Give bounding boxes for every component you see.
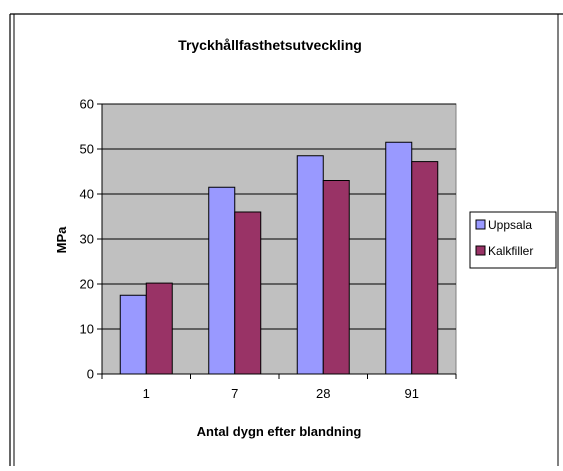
legend: Uppsala Kalkfiller xyxy=(469,211,557,269)
x-tick-label: 28 xyxy=(316,386,330,401)
y-tick-label: 20 xyxy=(80,277,94,292)
x-tick-label: 7 xyxy=(231,386,238,401)
bar-kalkfiller-91 xyxy=(411,161,439,375)
legend-label-uppsala: Uppsala xyxy=(488,218,532,232)
x-axis-title: Antal dygn efter blandning xyxy=(197,424,362,439)
chart-title: Tryckhållfasthetsutveckling xyxy=(178,37,362,53)
x-axis-ticks: 1 7 28 91 xyxy=(101,374,457,401)
y-axis-ticks: 0 10 20 30 40 50 60 xyxy=(80,97,102,382)
y-axis-title: MPa xyxy=(54,226,69,254)
bar-uppsala-7 xyxy=(208,186,236,375)
y-tick-label: 50 xyxy=(80,142,94,157)
bar-kalkfiller-28 xyxy=(322,180,350,375)
x-tick-label: 1 xyxy=(143,386,150,401)
bar-kalkfiller-7 xyxy=(234,211,262,375)
y-tick-label: 10 xyxy=(80,322,94,337)
y-tick-label: 40 xyxy=(80,187,94,202)
legend-label-kalkfiller: Kalkfiller xyxy=(488,244,533,258)
y-tick-label: 0 xyxy=(87,367,94,382)
x-tick-label: 91 xyxy=(405,386,419,401)
bar-kalkfiller-1 xyxy=(145,282,173,375)
bar-uppsala-28 xyxy=(296,155,324,375)
y-tick-label: 60 xyxy=(80,97,94,112)
legend-swatch-kalkfiller xyxy=(475,245,486,256)
legend-swatch-uppsala xyxy=(475,219,486,230)
y-tick-label: 30 xyxy=(80,232,94,247)
bar-uppsala-1 xyxy=(119,294,147,375)
bar-uppsala-91 xyxy=(385,141,413,375)
